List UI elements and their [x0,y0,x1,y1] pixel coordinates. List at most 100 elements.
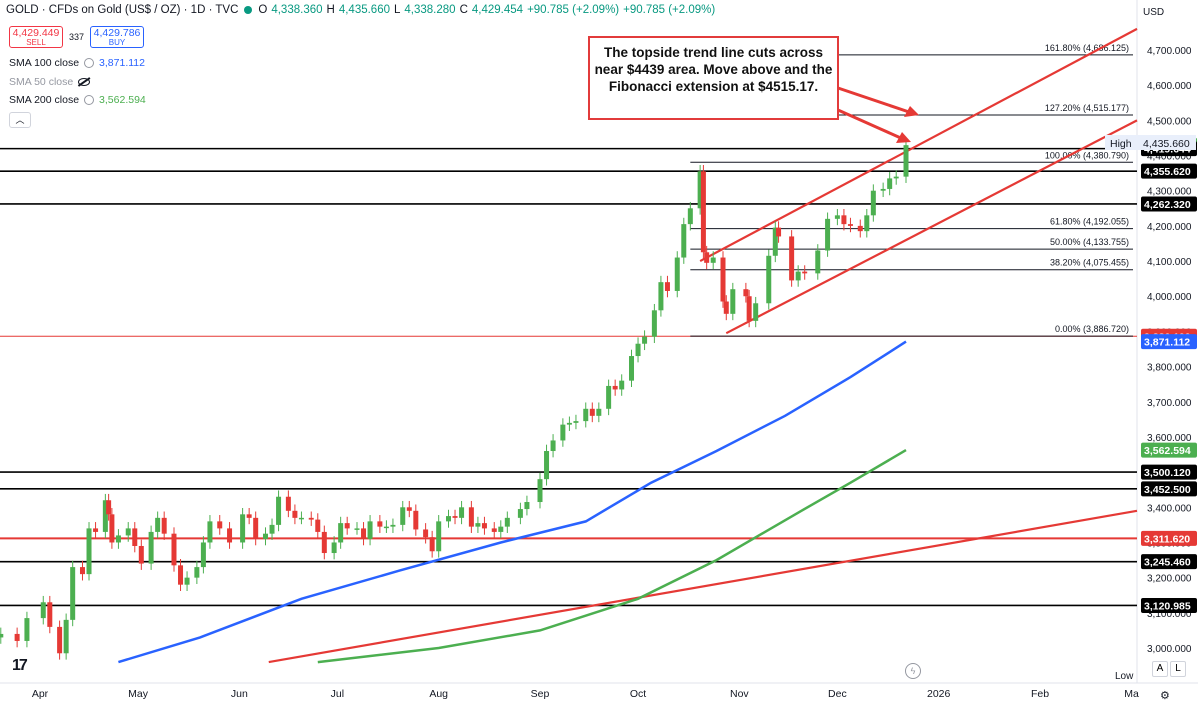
candle-body [766,255,772,304]
price-tag-label: 4,262.320 [1144,199,1191,211]
chart-header: GOLD · CFDs on Gold (US$ / OZ) · 1D · TV… [6,4,715,16]
buy-button[interactable]: 4,429.786 BUY [90,26,145,48]
candle-body [825,218,831,251]
candle-body [704,252,710,263]
sma200-settings-icon[interactable] [84,95,95,105]
eye-hidden-icon[interactable] [78,78,91,86]
currency-label[interactable]: USD [1143,7,1165,18]
y-tick-label: 4,400.000 [1147,152,1192,163]
candle-body [681,224,687,258]
candle-body [857,225,863,232]
candle-body [445,516,451,522]
lightning-icon[interactable]: ϟ [905,663,921,679]
candle-body [544,451,550,480]
annotation-arrow [837,108,904,141]
candle-body [184,577,190,585]
candle-body [47,602,53,627]
log-scale-button[interactable]: L [1170,661,1186,677]
y-tick-label: 4,600.000 [1147,81,1192,92]
change-value-2: +90.785 (+2.09%) [623,4,716,16]
candle-body [361,528,367,539]
sma100-value: 3,871.112 [99,57,145,69]
candle-body [730,289,736,314]
candle-body [429,537,435,552]
indicator-sma100[interactable]: SMA 100 close 3,871.112 [9,57,145,69]
x-tick-label: Feb [1031,688,1049,700]
candle-body [903,145,909,177]
candle-body [57,626,63,654]
candle-body [674,257,680,291]
candle-body [79,567,85,575]
candle-body [253,517,259,539]
x-tick-label: Apr [32,688,49,700]
candle-body [870,190,876,216]
channel-upper-line [699,27,1138,263]
candle-body [475,523,481,527]
annotation-arrow [837,86,913,115]
low-tag: Low [1115,671,1134,682]
fib-level-label: 0.00% (3,886.720) [1055,324,1129,334]
buy-label: BUY [108,38,126,47]
candle-body [658,282,664,311]
candle-body [468,507,474,527]
sma100-label: SMA 100 close [9,57,80,69]
candle-body [776,227,782,237]
high-tag-label: High [1110,138,1132,150]
candle-body [459,507,465,518]
candle-body [246,514,252,518]
auto-scale-button[interactable]: A [1152,661,1168,677]
x-tick-label: May [128,688,149,700]
arrow-head [896,132,911,143]
y-tick-label: 3,100.000 [1147,609,1192,620]
y-tick-label: 3,800.000 [1147,363,1192,374]
y-tick-label: 4,300.000 [1147,187,1192,198]
price-tag-label: 3,245.460 [1144,557,1191,569]
candle-body [200,542,206,568]
candle-body [815,250,821,274]
candle-body [795,271,801,281]
price-tag-label: 3,311.620 [1144,533,1190,545]
x-tick-label: 2026 [927,688,951,700]
settings-icon[interactable]: ⚙ [1160,690,1170,702]
candle-body [802,271,808,274]
fib-level-label: 61.80% (4,192.055) [1050,217,1129,227]
high-label: H [326,4,335,16]
sma100-settings-icon[interactable] [84,58,95,68]
candle-body [207,521,213,543]
symbol-title[interactable]: GOLD · CFDs on Gold (US$ / OZ) · 1D · TV… [6,4,239,16]
price-axis-bg [1137,0,1198,708]
candle-body [664,282,670,291]
indicator-sma50[interactable]: SMA 50 close [9,76,91,88]
candle-body [635,343,641,357]
y-tick-label: 3,400.000 [1147,503,1192,514]
sell-button[interactable]: 4,429.449 SELL [9,26,63,48]
candle-body [893,176,899,179]
candle-body [14,633,20,641]
candle-body [161,517,167,534]
spread-value: 337 [69,32,85,42]
price-tag-label: 3,500.120 [1144,467,1191,479]
candle-body [651,310,657,337]
high-tag-value: 4,435.660 [1143,138,1190,150]
candle-body [155,517,161,532]
price-tag [1141,196,1197,212]
candle-body [331,542,337,554]
candle-body [847,224,853,226]
collapse-indicators-icon[interactable]: ︿ [9,112,31,128]
x-tick-label: Dec [828,688,847,700]
indicator-sma200[interactable]: SMA 200 close 3,562.594 [9,94,146,106]
candle-body [315,519,321,532]
candle-body [743,289,749,297]
price-tag [1141,334,1197,350]
buy-price: 4,429.786 [93,27,141,39]
candle-body [178,565,184,585]
candle-body [629,356,635,381]
high-value: 4,435.660 [338,4,390,16]
fib-level-label: 127.20% (4,515.177) [1045,103,1129,113]
candle-body [298,517,304,520]
candle-body [504,517,510,527]
change-value: +90.785 (+2.09%) [527,4,620,16]
candle-body [573,421,579,423]
candle-body [406,507,412,511]
